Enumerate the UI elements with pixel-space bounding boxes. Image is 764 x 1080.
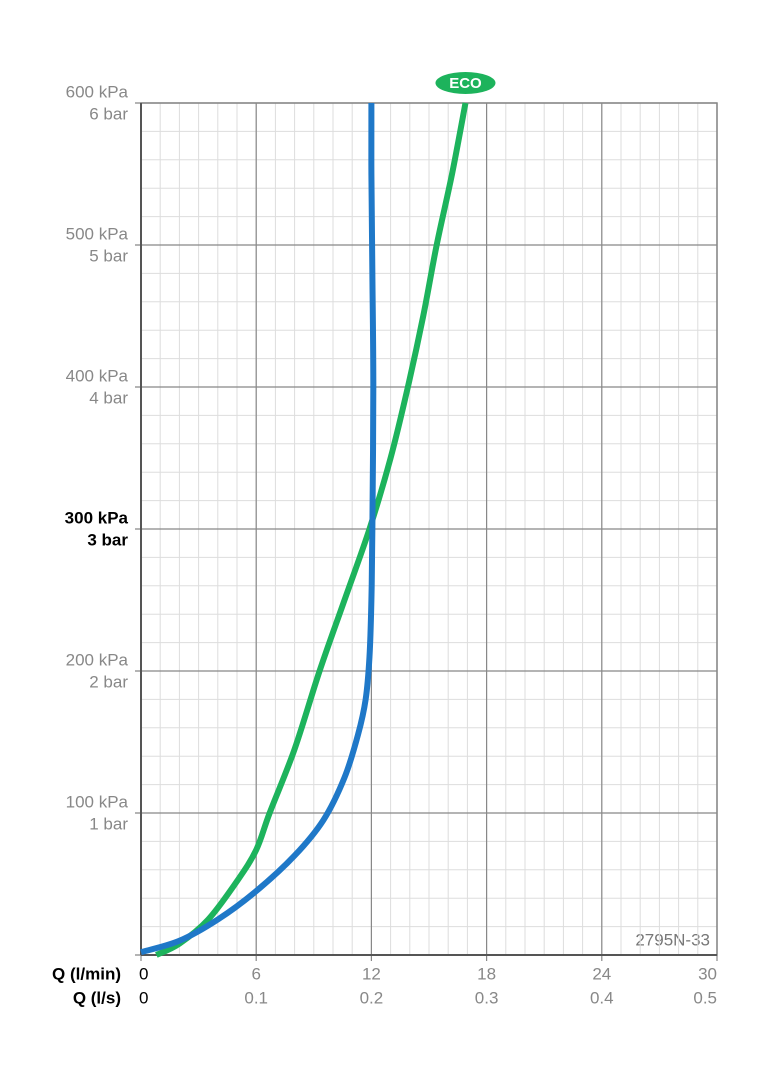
x2-axis-label: Q (l/s)	[73, 988, 121, 1007]
series-line	[140, 102, 377, 956]
x2-tick-label: 0.4	[590, 988, 614, 1007]
y-tick-label: 600 kPa	[66, 82, 129, 101]
y-tick-label: 100 kPa	[66, 792, 129, 811]
y-tick-sublabel: 2 bar	[89, 672, 128, 691]
annotation: 2795N-33	[635, 930, 710, 949]
y-tick-sublabel: 5 bar	[89, 246, 128, 265]
x-tick-label: 18	[477, 964, 496, 983]
x2-tick-label: 0.5	[693, 988, 717, 1007]
y-tick-label: 400 kPa	[66, 366, 129, 385]
y-tick-label: 500 kPa	[66, 224, 129, 243]
legend-label: ECO	[449, 75, 482, 92]
y-tick-sublabel: 6 bar	[89, 104, 128, 123]
x-tick-label: 30	[698, 964, 717, 983]
y-tick-sublabel: 3 bar	[87, 530, 128, 549]
x-axis-label: Q (l/min)	[52, 964, 121, 983]
x2-tick-label: 0.3	[475, 988, 499, 1007]
x-tick-label: 24	[592, 964, 611, 983]
series-line	[155, 102, 469, 958]
x-tick-label: 6	[251, 964, 260, 983]
y-tick-sublabel: 4 bar	[89, 388, 128, 407]
y-tick-sublabel: 1 bar	[89, 814, 128, 833]
y-tick-label: 200 kPa	[66, 650, 129, 669]
x-tick-label: 12	[362, 964, 381, 983]
x-tick-label: 0	[139, 964, 148, 983]
x2-tick-label: 0.1	[244, 988, 268, 1007]
x2-tick-label: 0	[139, 988, 148, 1007]
x2-tick-label: 0.2	[360, 988, 384, 1007]
y-tick-label: 300 kPa	[65, 508, 129, 527]
legend-badge	[435, 72, 496, 94]
